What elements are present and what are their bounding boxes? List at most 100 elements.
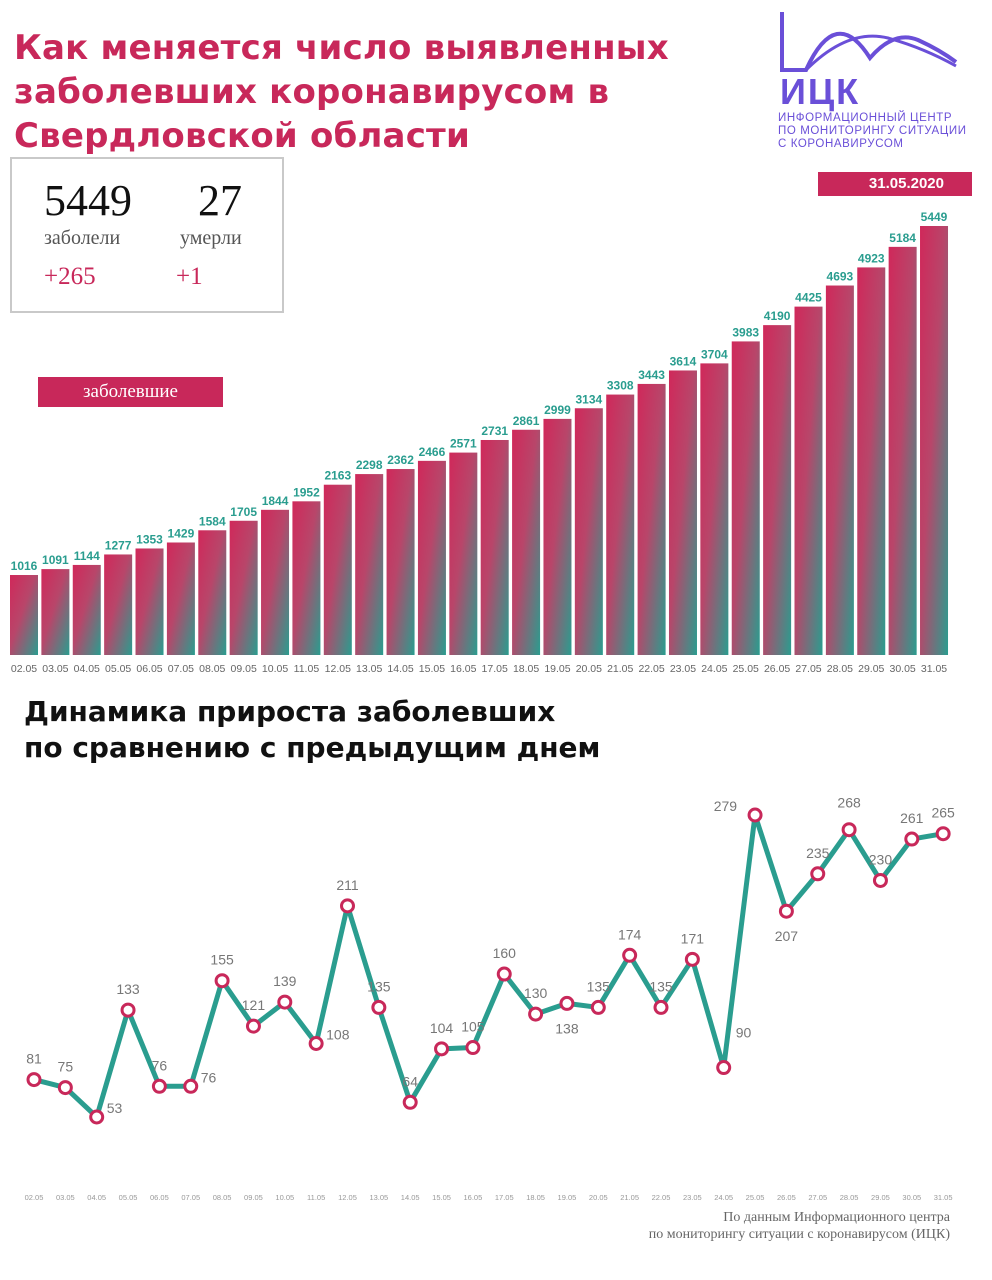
daily-increase-line-chart: 81 02.05 75 03.05 53 04.05 133 05.05 76 06.05 76 07… [25,795,955,1202]
x-tick-label: 04.05 [74,663,100,675]
x-tick-label: 11.05 [294,663,320,675]
bar-value-label: 3704 [701,347,728,361]
data-label: 135 [649,978,673,994]
x-tick-label: 06.05 [150,1193,169,1202]
bar-value-label: 1091 [42,553,69,567]
footer-line: по мониторингу ситуации с коронавирусом … [648,1227,950,1242]
bar [637,383,666,655]
x-tick-label: 19.05 [558,1193,577,1202]
bar [888,246,917,655]
data-point [904,831,920,847]
data-point [810,866,826,882]
x-tick-label: 26.05 [764,663,790,675]
bar-value-label: 2571 [450,437,477,451]
data-point [26,1072,42,1088]
bar [198,530,227,655]
bar-value-label: 4190 [764,309,791,323]
data-point [245,1018,261,1034]
bar-value-label: 2999 [544,403,571,417]
bar [166,542,195,655]
x-tick-label: 08.05 [213,1193,232,1202]
bar-value-label: 1277 [105,538,132,552]
bar-value-label: 3134 [575,392,602,406]
logo-caption-line: ИНФОРМАЦИОННЫЙ ЦЕНТР [778,112,953,124]
cumulative-cases-bar-chart: 1016 02.05 1091 03.05 1144 04.05 1277 05.05 1353… [10,210,949,675]
bar [229,520,258,655]
data-label: 171 [681,930,705,946]
data-label: 76 [152,1057,168,1073]
x-tick-label: 05.05 [119,1193,138,1202]
x-tick-label: 26.05 [777,1193,796,1202]
bar-value-label: 1844 [262,494,289,508]
x-tick-label: 14.05 [387,663,413,675]
logo-wave-mark [804,34,957,72]
x-tick-label: 09.05 [231,663,257,675]
data-point [872,872,888,888]
deaths-label: умерли [180,227,242,249]
data-label: 265 [931,805,955,821]
data-point [277,994,293,1010]
summary-stats-box: 5449 27 заболели умерли +265 +1 [10,157,284,313]
data-point [716,1060,732,1076]
x-tick-label: 24.05 [701,663,727,675]
bar [10,575,38,655]
bar [920,226,949,655]
data-label: 279 [714,798,738,814]
x-tick-label: 25.05 [746,1193,765,1202]
bar [606,394,635,655]
bar [794,306,823,655]
bar-value-label: 4425 [795,291,822,305]
bar-value-label: 1584 [199,514,226,528]
bar [731,341,760,655]
data-point [747,807,763,823]
x-tick-label: 10.05 [262,663,288,675]
series-label-badge: заболевшие [38,377,223,407]
x-tick-label: 23.05 [683,1193,702,1202]
data-point [151,1078,167,1094]
x-tick-label: 30.05 [889,663,915,675]
data-label: 139 [273,973,297,989]
bar [763,325,792,655]
x-tick-label: 18.05 [513,663,539,675]
data-label: 211 [336,877,359,893]
bar-value-label: 5184 [889,231,916,245]
data-label: 133 [116,981,140,997]
x-tick-label: 25.05 [733,663,759,675]
bar-value-label: 1016 [11,559,38,573]
bar-value-label: 2466 [419,445,446,459]
x-tick-label: 16.05 [450,663,476,675]
x-tick-label: 20.05 [576,663,602,675]
bar-value-label: 1144 [74,549,100,563]
title-line: Свердловской области [14,116,470,156]
bar [417,460,446,655]
x-tick-label: 20.05 [589,1193,608,1202]
x-tick-label: 19.05 [544,663,570,675]
bar-value-label: 4693 [827,270,854,284]
x-tick-label: 18.05 [526,1193,545,1202]
x-tick-label: 22.05 [638,663,664,675]
data-label: 75 [58,1059,74,1075]
x-tick-label: 23.05 [670,663,696,675]
x-tick-label: 07.05 [181,1193,200,1202]
x-tick-label: 12.05 [325,663,351,675]
data-point [841,822,857,838]
data-point [371,999,387,1015]
title-line: заболевших коронавирусом в [14,72,610,112]
bar-value-label: 4923 [858,251,885,265]
bar [386,469,415,655]
bar-value-label: 1952 [293,485,320,499]
data-point [214,973,230,989]
x-tick-label: 02.05 [11,663,37,675]
data-point [528,1006,544,1022]
x-tick-label: 24.05 [714,1193,733,1202]
bar-value-label: 2861 [513,414,540,428]
x-tick-label: 14.05 [401,1193,420,1202]
x-tick-label: 13.05 [369,1193,388,1202]
data-label: 130 [524,985,548,1001]
x-tick-label: 31.05 [934,1193,953,1202]
bar [72,564,101,655]
data-label: 155 [210,952,234,968]
x-tick-label: 15.05 [432,1193,451,1202]
x-tick-label: 03.05 [42,663,68,675]
data-label: 121 [242,997,266,1013]
